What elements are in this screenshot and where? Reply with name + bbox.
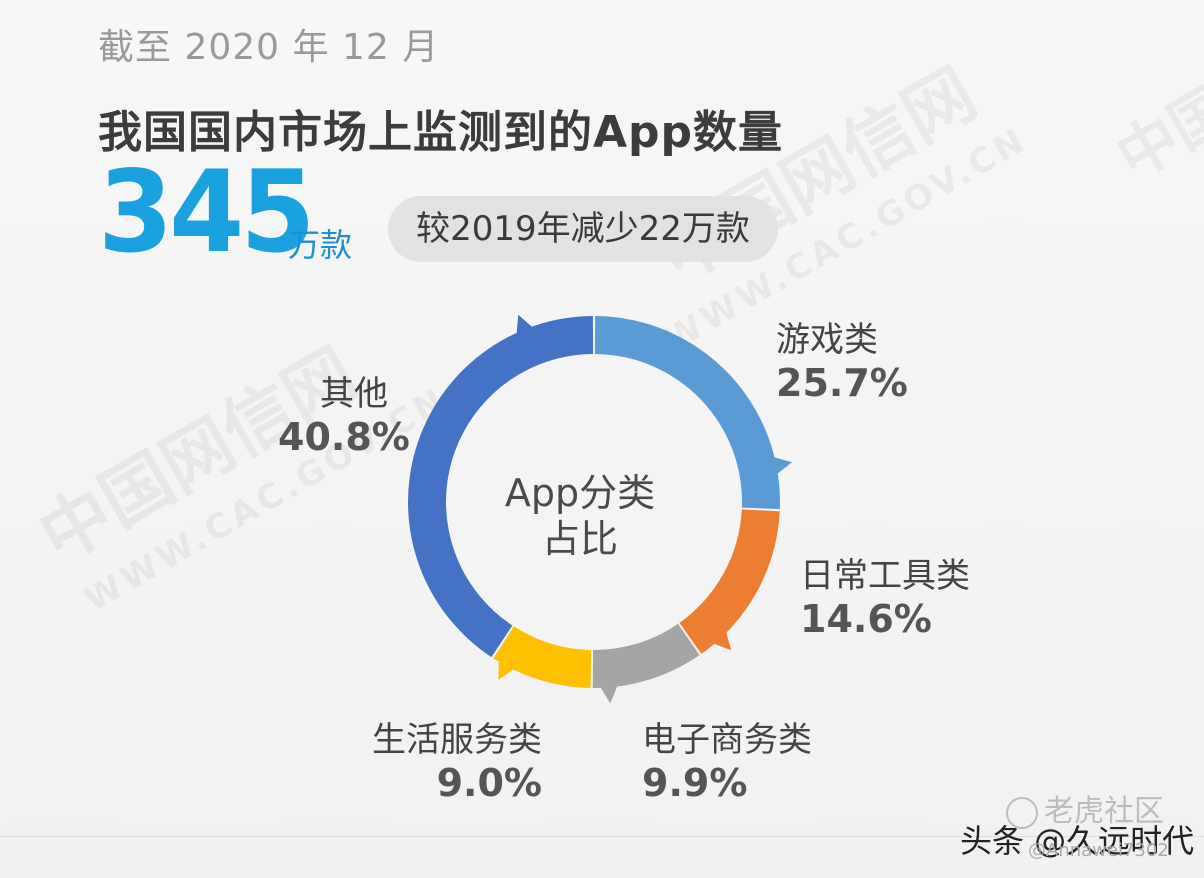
brand-text: 老虎社区 <box>1044 794 1164 829</box>
brand-logo-icon <box>1006 796 1038 829</box>
slice-percent: 9.0% <box>436 761 542 805</box>
footer-divider <box>0 836 1204 837</box>
brand-watermark: 老虎社区 <box>1006 786 1164 830</box>
slice-label-life: 生活服务类 9.0% <box>362 712 542 805</box>
slice-name: 游戏类 <box>776 320 878 360</box>
slice-percent: 9.9% <box>642 761 748 805</box>
slice-label-game: 游戏类 25.7% <box>776 312 908 405</box>
donut-pointer-ecommerce <box>599 684 618 704</box>
slice-name: 生活服务类 <box>372 720 542 760</box>
donut-center-label: App分类 占比 <box>480 470 680 562</box>
credit-subtext: @Annawei7302 <box>1028 840 1169 861</box>
donut-slice-tool <box>679 509 780 654</box>
slice-name: 日常工具类 <box>800 556 970 596</box>
big-number: 345 <box>98 146 315 279</box>
donut-slice-other <box>407 316 594 658</box>
slice-label-ecommerce: 电子商务类 9.9% <box>642 712 812 805</box>
donut-slice-game <box>594 316 780 510</box>
comparison-badge: 较2019年减少22万款 <box>388 196 778 262</box>
slice-name: 其他 <box>320 374 388 414</box>
donut-hole <box>447 355 741 649</box>
center-text-line1: App分类 <box>504 471 656 515</box>
slice-name: 电子商务类 <box>642 720 812 760</box>
donut-slice-ecommerce <box>592 623 700 688</box>
slice-percent: 14.6% <box>800 597 932 641</box>
slice-label-tool: 日常工具类 14.6% <box>800 548 970 641</box>
donut-pointer-game <box>772 456 793 475</box>
unit-label: 万款 <box>288 226 353 264</box>
date-text: 截至 2020 年 12 月 <box>98 27 440 68</box>
center-text-line2: 占比 <box>541 517 618 561</box>
slice-percent: 25.7% <box>776 361 908 405</box>
page-title: 我国国内市场上监测到的App数量 <box>98 107 784 158</box>
slice-percent: 40.8% <box>278 415 410 459</box>
donut-slice-life <box>493 626 592 688</box>
slice-label-other: 其他 40.8% <box>278 366 410 459</box>
donut-pointer-other <box>516 314 534 336</box>
donut-pointer-life <box>498 659 516 680</box>
donut-pointer-tool <box>712 630 732 651</box>
credit-text: 头条 @久远时代 <box>960 822 1195 860</box>
